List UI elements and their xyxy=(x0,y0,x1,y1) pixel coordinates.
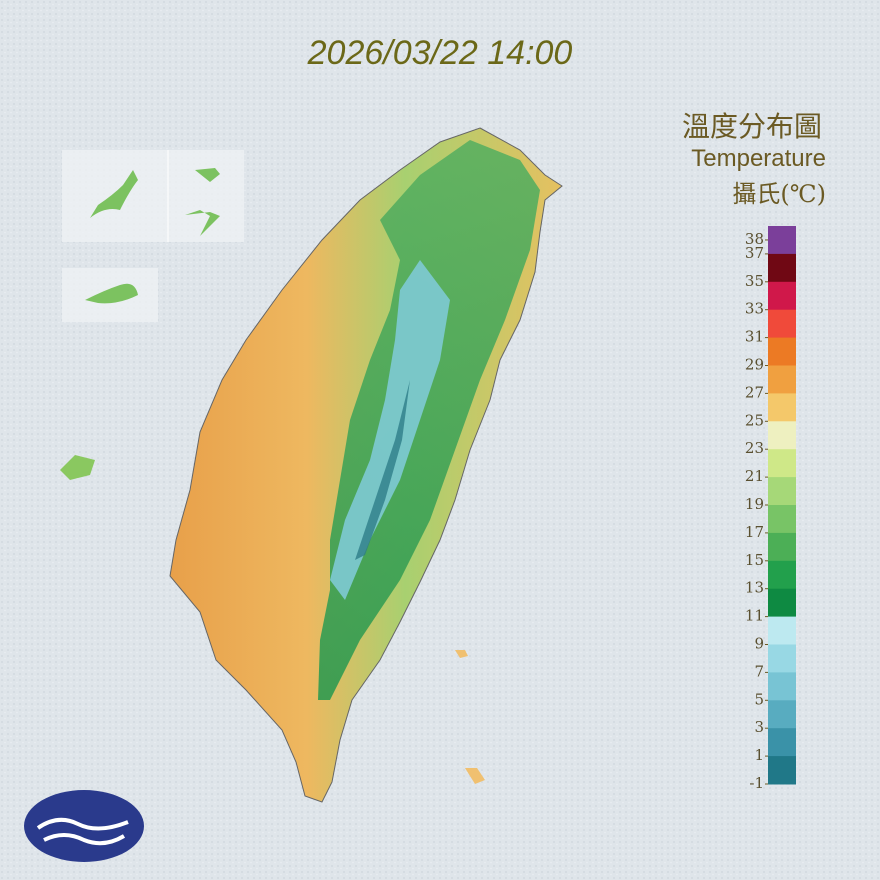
color-band xyxy=(768,253,796,283)
tick-label: 19 xyxy=(745,495,764,513)
tick-label: -1 xyxy=(749,774,764,792)
tick-label: 23 xyxy=(745,439,764,457)
tick-label: 3 xyxy=(754,718,764,736)
color-band xyxy=(768,560,796,590)
island-insets xyxy=(60,150,244,480)
tick-label: 27 xyxy=(745,383,764,401)
tick-label: 38 xyxy=(745,230,764,248)
legend-title: 溫度分布圖 xyxy=(682,110,822,143)
tick-label: 37 xyxy=(745,244,764,262)
color-band xyxy=(768,281,796,311)
tick-label: 21 xyxy=(745,467,764,485)
tick-label: 35 xyxy=(745,272,764,290)
tick-label: 33 xyxy=(745,300,764,318)
color-band xyxy=(768,644,796,673)
tick-label: 15 xyxy=(745,551,764,569)
color-band xyxy=(768,309,796,339)
tick-label: 17 xyxy=(745,523,764,541)
tick-label: 13 xyxy=(745,579,764,597)
color-band xyxy=(768,365,796,394)
tick-label: 25 xyxy=(745,411,764,429)
color-band xyxy=(768,700,796,729)
color-band xyxy=(768,616,796,645)
cwa-logo xyxy=(24,790,144,862)
tick-label: 9 xyxy=(754,635,764,653)
color-band xyxy=(768,421,796,450)
tick-label: 11 xyxy=(745,607,764,625)
tick-label: 1 xyxy=(754,746,764,764)
color-band xyxy=(768,756,796,785)
tick-label: 7 xyxy=(754,662,764,680)
tick-label: 5 xyxy=(754,690,764,708)
color-band xyxy=(768,672,796,701)
color-band xyxy=(768,588,796,618)
color-band xyxy=(768,226,796,255)
color-band xyxy=(768,393,796,422)
color-band xyxy=(768,728,796,757)
color-band xyxy=(768,505,796,534)
legend-subtitle: Temperature xyxy=(691,145,826,172)
tick-label: 31 xyxy=(745,328,764,346)
color-band xyxy=(768,477,796,506)
color-band xyxy=(768,532,796,562)
color-band xyxy=(768,449,796,478)
taiwan-map xyxy=(169,127,563,803)
tick-label: 29 xyxy=(745,356,764,374)
timestamp: 2026/03/22 14:00 xyxy=(307,34,573,72)
color-band xyxy=(768,337,796,366)
legend-unit: 攝氏(℃) xyxy=(732,180,826,208)
